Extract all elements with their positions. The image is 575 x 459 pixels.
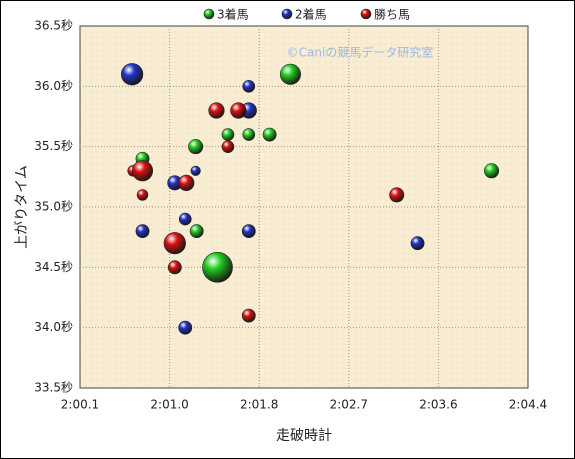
y-tick-label: 34.0秒: [34, 320, 73, 334]
legend-marker: [281, 8, 293, 20]
bubble: [135, 224, 150, 239]
x-tick-label: 2:02.7: [330, 398, 368, 412]
y-tick-label: 35.0秒: [34, 200, 73, 214]
x-tick-label: 2:04.4: [509, 398, 547, 412]
bubble: [189, 224, 204, 239]
y-tick-label: 36.0秒: [34, 79, 73, 93]
legend-label: 2着馬: [295, 7, 327, 22]
bubble: [410, 236, 425, 251]
bubble: [188, 139, 204, 155]
x-axis-title: 走破時計: [276, 428, 332, 444]
bubble: [241, 308, 256, 323]
y-axis-title: 上がりタイム: [14, 165, 30, 249]
bubble: [230, 102, 247, 119]
bubble: [178, 320, 193, 335]
y-tick-label: 36.5秒: [34, 19, 73, 33]
y-tick-label: 35.5秒: [34, 139, 73, 153]
bubble: [221, 140, 235, 153]
bubble: [262, 127, 277, 142]
bubble: [120, 63, 144, 86]
bubble: [242, 80, 256, 93]
bubble: [389, 187, 405, 203]
plot-area: [79, 25, 529, 389]
bubble: [242, 128, 256, 141]
bubble: [178, 212, 192, 226]
y-tick-label: 34.5秒: [34, 260, 73, 274]
x-tick-label: 2:03.6: [419, 398, 457, 412]
x-tick-label: 2:01.0: [150, 398, 188, 412]
legend-marker: [360, 8, 372, 20]
bubble: [484, 163, 500, 179]
bubble: [167, 260, 182, 275]
legend-marker: [203, 8, 215, 20]
bubble: [136, 189, 149, 201]
y-tick-label: 33.5秒: [34, 381, 73, 395]
watermark: ©Caniの競馬データ研究室: [287, 45, 434, 60]
bubble: [132, 160, 154, 182]
bubble: [202, 252, 233, 283]
x-tick-label: 2:00.1: [61, 398, 99, 412]
bubble: [163, 232, 186, 255]
bubble: [178, 174, 195, 191]
bubble: [241, 224, 256, 239]
legend-label: 3着馬: [217, 7, 249, 22]
bubble: [221, 128, 235, 141]
x-tick-label: 2:01.8: [240, 398, 278, 412]
bubble: [279, 63, 301, 85]
bubble: [190, 165, 201, 176]
bubble: [208, 102, 225, 119]
legend-label: 勝ち馬: [374, 7, 410, 22]
